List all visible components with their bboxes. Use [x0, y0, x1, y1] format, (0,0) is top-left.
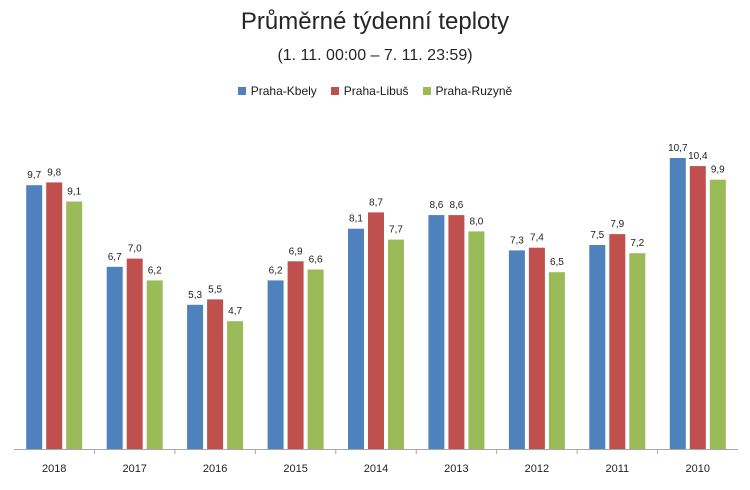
data-label-libus-2014: 8,7 — [369, 197, 383, 208]
bar-ruzyne-2011 — [629, 253, 646, 449]
legend-item-kbely: Praha-Kbely — [237, 84, 317, 98]
legend-label-ruzyne: Praha-Ruzyně — [435, 84, 513, 98]
legend-swatch-libus — [330, 87, 339, 95]
data-label-kbely-2011: 7,5 — [590, 230, 604, 241]
legend-item-ruzyne: Praha-Ruzyně — [422, 84, 513, 98]
data-label-kbely-2015: 6,2 — [269, 265, 283, 276]
bar-kbely-2013 — [428, 215, 445, 449]
bar-libus-2011 — [609, 234, 626, 449]
x-tick-label-2010: 2010 — [686, 463, 710, 475]
data-label-ruzyne-2015: 6,6 — [309, 255, 323, 266]
x-tick-label-2015: 2015 — [283, 463, 307, 475]
legend-swatch-ruzyne — [422, 87, 431, 95]
data-label-ruzyne-2017: 6,2 — [148, 265, 162, 276]
data-label-kbely-2013: 8,6 — [429, 200, 443, 211]
data-label-libus-2018: 9,8 — [47, 167, 61, 178]
data-label-kbely-2018: 9,7 — [27, 170, 41, 181]
bar-libus-2016 — [207, 299, 224, 449]
chart-subtitle: (1. 11. 00:00 – 7. 11. 23:59) — [277, 47, 473, 64]
data-label-libus-2015: 6,9 — [289, 246, 303, 257]
bar-ruzyne-2016 — [227, 321, 244, 449]
data-label-libus-2010: 10,4 — [688, 151, 708, 162]
bar-kbely-2012 — [508, 250, 525, 449]
x-tick-label-2013: 2013 — [444, 463, 468, 475]
data-label-kbely-2016: 5,3 — [188, 290, 202, 301]
data-label-libus-2013: 8,6 — [449, 200, 463, 211]
bar-ruzyne-2010 — [709, 179, 726, 449]
legend-label-kbely: Praha-Kbely — [250, 84, 317, 98]
data-label-ruzyne-2016: 4,7 — [228, 306, 242, 317]
bar-libus-2010 — [689, 166, 706, 449]
bar-libus-2014 — [368, 212, 384, 449]
bar-kbely-2016 — [187, 304, 204, 449]
data-label-ruzyne-2013: 8,0 — [469, 216, 483, 227]
data-label-ruzyne-2012: 6,5 — [550, 257, 564, 268]
data-label-ruzyne-2018: 9,1 — [67, 187, 81, 198]
bar-libus-2018 — [46, 182, 63, 449]
legend-swatch-kbely — [237, 87, 246, 95]
bar-libus-2015 — [287, 261, 304, 449]
x-tick-label-2017: 2017 — [122, 463, 146, 475]
bar-kbely-2011 — [589, 245, 606, 449]
x-tick-label-2011: 2011 — [605, 463, 629, 475]
legend-label-libus: Praha-Libuš — [343, 84, 409, 98]
data-label-libus-2011: 7,9 — [610, 219, 624, 230]
data-label-ruzyne-2010: 9,9 — [711, 165, 725, 176]
bar-kbely-2018 — [26, 185, 43, 449]
bar-ruzyne-2017 — [146, 280, 163, 449]
bar-libus-2013 — [448, 215, 465, 449]
data-label-kbely-2012: 7,3 — [510, 235, 524, 246]
data-label-libus-2016: 5,5 — [208, 284, 222, 295]
data-label-kbely-2017: 6,7 — [108, 252, 122, 263]
x-tick-label-2016: 2016 — [203, 463, 227, 475]
bar-ruzyne-2014 — [388, 239, 404, 449]
bar-kbely-2015 — [267, 280, 284, 449]
bar-libus-2017 — [126, 258, 143, 449]
data-label-kbely-2014: 8,1 — [349, 214, 363, 225]
bar-ruzyne-2012 — [548, 272, 565, 449]
legend-item-libus: Praha-Libuš — [330, 84, 409, 98]
data-label-kbely-2010: 10,7 — [668, 143, 688, 154]
bar-ruzyne-2013 — [468, 231, 485, 449]
x-tick-label-2012: 2012 — [525, 463, 549, 475]
x-tick-label-2018: 2018 — [42, 463, 66, 475]
bar-ruzyne-2018 — [66, 201, 83, 449]
bar-kbely-2014 — [348, 228, 364, 449]
legend: Praha-Kbely Praha-Libuš Praha-Ruzyně — [0, 84, 750, 98]
bar-ruzyne-2015 — [307, 269, 324, 449]
x-tick-label-2014: 2014 — [364, 463, 388, 475]
data-label-libus-2017: 7,0 — [128, 244, 142, 255]
bar-kbely-2010 — [669, 158, 686, 449]
bar-kbely-2017 — [106, 266, 123, 449]
bar-libus-2012 — [528, 247, 545, 449]
data-label-ruzyne-2011: 7,2 — [630, 238, 644, 249]
data-label-libus-2012: 7,4 — [530, 233, 544, 244]
chart-title: Průměrné týdenní teploty — [240, 8, 510, 35]
data-label-ruzyne-2014: 7,7 — [389, 225, 403, 236]
